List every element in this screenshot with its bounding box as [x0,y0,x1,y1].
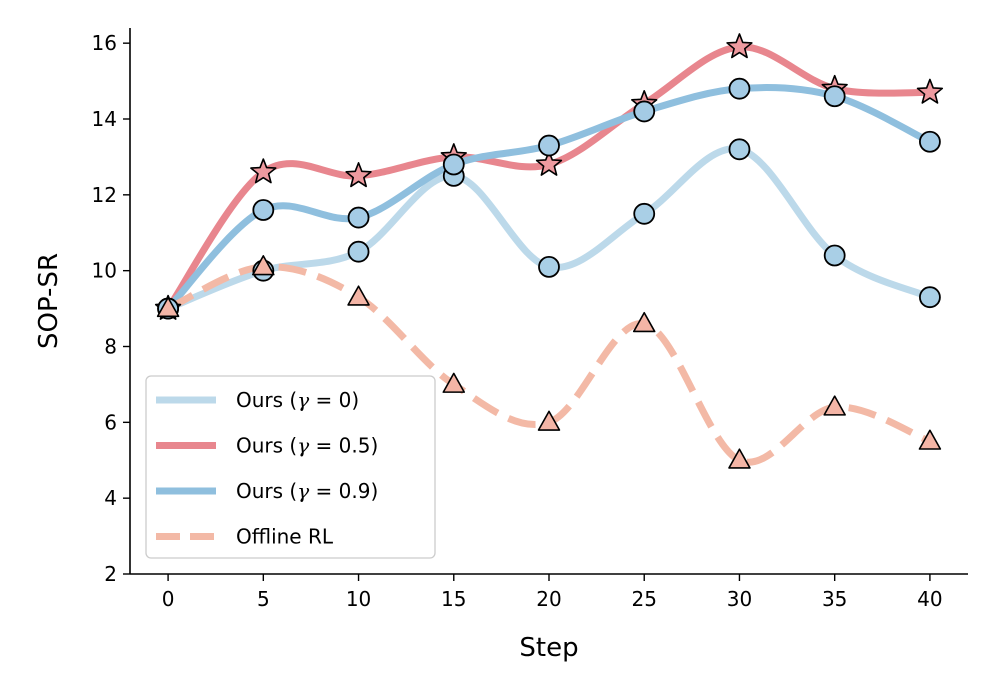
legend-label-symbol: γ [297,388,309,412]
legend-label-prefix: Ours ( [236,434,297,458]
series-3-point [918,429,942,450]
legend-label-1: Ours (γ = 0.5) [236,434,378,458]
series-2-point [538,134,560,157]
y-tick-label: 4 [104,486,117,510]
y-tick-label: 10 [92,259,117,283]
series-2-point [347,206,370,229]
ticks: 0 5 10 15 20 25 30 35 40 2 4 6 8 10 12 14 16 [92,31,943,611]
legend-label-3: Offline RL [236,525,334,549]
legend-label-symbol: γ [297,479,309,503]
series-1-point [345,162,372,188]
y-tick-label: 14 [92,107,117,131]
legend-label-suffix: = 0) [309,388,359,412]
series-2-point [728,77,751,100]
series-1-point [250,158,277,184]
x-tick-label: 5 [257,587,270,611]
series-3-point [537,410,561,431]
x-tick-label: 0 [162,587,175,611]
x-tick-label: 35 [822,587,847,611]
series-2-point [252,199,275,221]
series-1-point [535,150,563,176]
legend-label-prefix: Ours ( [236,479,297,503]
series-2-point [823,85,846,108]
series-3-point [156,296,180,318]
y-tick-label: 2 [104,562,117,586]
series-3-point [632,311,656,333]
series-line-3 [166,263,932,466]
series-2-point [633,100,656,123]
series-2-point [442,153,465,176]
legend-label-2: Ours (γ = 0.9) [236,479,378,503]
series-0-point [633,202,656,225]
x-tick-label: 20 [536,587,561,611]
legend-label-suffix: = 0.5) [309,434,378,458]
legend-label-prefix: Ours ( [236,388,297,412]
y-tick-label: 6 [104,410,117,434]
x-tick-label: 10 [346,587,371,611]
x-tick-label: 30 [727,587,752,611]
series-line-0 [164,145,934,313]
y-tick-label: 8 [104,335,117,359]
x-tick-label: 15 [441,587,466,611]
series-0-point [823,244,846,267]
series-3-point [728,448,751,469]
series-1-point [726,33,753,59]
series-0-point [347,240,370,263]
legend-frame [145,375,436,559]
y-axis-title: SOP-SR [34,253,64,349]
series-3-point [442,372,466,393]
x-axis-title: Step [519,633,578,663]
series-markers [154,33,944,469]
series-0-point [538,255,560,278]
series-3-point [347,285,370,306]
legend-label-suffix: = 0.9) [309,479,378,503]
y-tick-label: 12 [92,183,117,207]
legend-label-0: Ours (γ = 0) [236,388,359,412]
legend-label-prefix: Offline RL [236,525,334,549]
x-tick-label: 40 [917,587,942,611]
series-1-point [916,78,944,104]
series-2-point [919,130,941,153]
series-0-point [728,138,751,161]
y-tick-label: 16 [92,31,117,55]
series-0-point [919,286,941,309]
series-3-point [823,395,846,416]
legend-label-symbol: γ [297,434,309,458]
x-tick-label: 25 [632,587,657,611]
series-3-point [252,255,275,276]
legend: Ours (γ = 0)Ours (γ = 0.5)Ours (γ = 0.9)… [145,375,436,559]
